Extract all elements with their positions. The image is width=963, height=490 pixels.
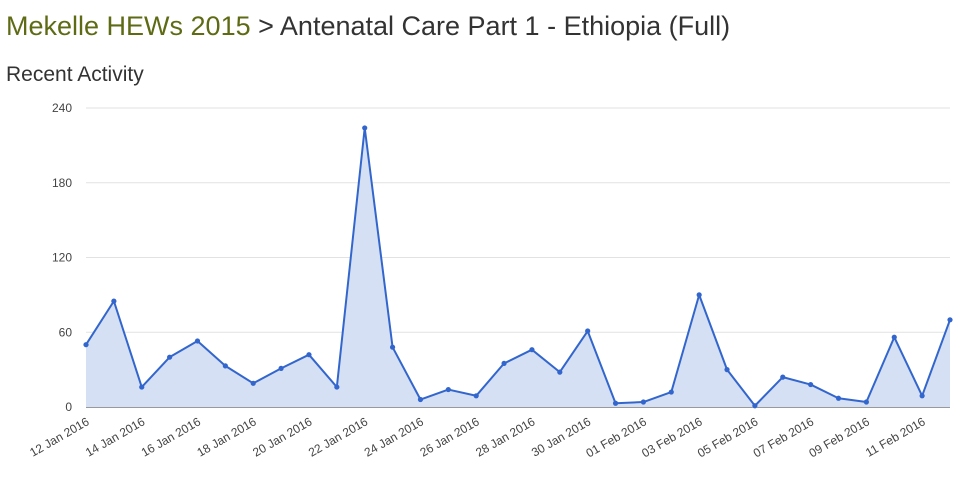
data-point <box>334 384 340 390</box>
data-point <box>835 395 842 401</box>
y-tick-label: 0 <box>65 400 72 414</box>
data-point <box>585 328 591 334</box>
y-tick-label: 60 <box>59 325 73 339</box>
data-point <box>696 292 702 298</box>
x-tick-label: 30 Jan 2016 <box>529 414 593 459</box>
x-tick-label: 01 Feb 2016 <box>584 414 650 460</box>
data-point <box>724 367 730 373</box>
data-point <box>473 393 479 399</box>
breadcrumb-project-link[interactable]: Mekelle HEWs 2015 <box>6 11 251 41</box>
x-tick-label: 07 Feb 2016 <box>751 414 817 460</box>
y-tick-label: 240 <box>52 101 72 115</box>
data-point <box>167 354 173 360</box>
x-tick-label: 28 Jan 2016 <box>473 414 537 459</box>
section-title: Recent Activity <box>6 63 144 86</box>
series-area <box>86 127 950 407</box>
data-point <box>808 381 814 388</box>
x-tick-label: 05 Feb 2016 <box>695 414 761 460</box>
y-tick-label: 120 <box>52 251 72 265</box>
chart-line <box>85 126 951 407</box>
x-tick-label: 26 Jan 2016 <box>417 414 481 459</box>
data-point <box>947 317 953 323</box>
y-tick-label: 180 <box>52 176 72 190</box>
x-tick-label: 24 Jan 2016 <box>362 414 426 459</box>
data-point <box>194 338 201 344</box>
data-point <box>612 400 619 406</box>
page-header: Mekelle HEWs 2015 > Antenatal Care Part … <box>6 8 730 44</box>
data-point <box>111 298 117 304</box>
chart-area <box>86 127 950 407</box>
data-point <box>668 389 674 395</box>
data-point <box>780 374 786 380</box>
breadcrumb-separator: > <box>258 11 274 41</box>
data-point <box>640 399 647 405</box>
x-tick-label: 22 Jan 2016 <box>306 414 370 459</box>
data-point <box>501 360 507 366</box>
x-tick-label: 12 Jan 2016 <box>27 414 91 459</box>
data-point <box>752 403 758 409</box>
data-point <box>557 369 563 375</box>
data-point <box>445 386 451 393</box>
x-tick-label: 03 Feb 2016 <box>639 414 705 460</box>
data-point <box>278 365 284 371</box>
data-point <box>362 125 368 131</box>
x-tick-label: 14 Jan 2016 <box>83 414 147 459</box>
x-tick-label: 18 Jan 2016 <box>195 414 259 459</box>
data-point <box>529 347 535 353</box>
x-tick-label: 20 Jan 2016 <box>250 414 314 459</box>
x-tick-label: 11 Feb 2016 <box>863 414 928 460</box>
data-point <box>250 380 256 386</box>
data-point <box>83 342 89 348</box>
data-point <box>306 352 312 358</box>
data-point <box>919 393 925 399</box>
data-point <box>389 344 396 350</box>
x-tick-label: 16 Jan 2016 <box>139 414 203 459</box>
data-point <box>863 399 869 405</box>
data-point <box>222 363 228 369</box>
x-tick-label: 09 Feb 2016 <box>807 414 873 460</box>
page-title: Antenatal Care Part 1 - Ethiopia (Full) <box>279 11 731 41</box>
data-point <box>417 396 424 403</box>
chart-points <box>83 125 953 409</box>
data-point <box>139 384 145 390</box>
chart-y-axis: 0 60 120 180 240 <box>52 101 72 414</box>
series-line <box>85 126 951 407</box>
data-point <box>891 334 897 340</box>
